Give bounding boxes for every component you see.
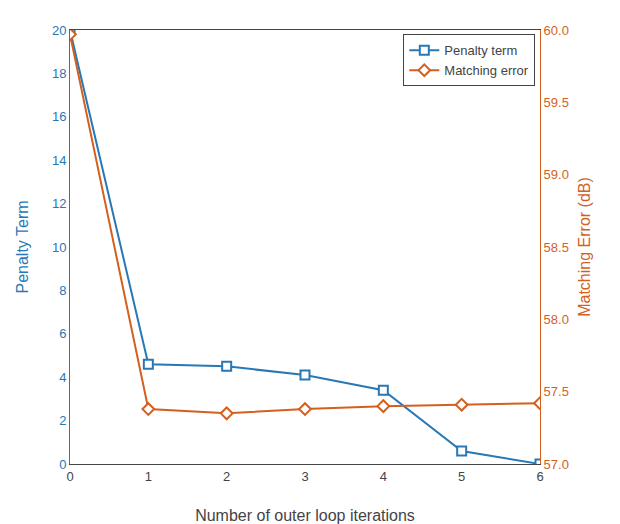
svg-text:4: 4 xyxy=(380,469,387,484)
svg-text:12: 12 xyxy=(52,196,66,211)
svg-text:59.0: 59.0 xyxy=(544,167,569,182)
svg-text:Penalty Term: Penalty Term xyxy=(14,200,31,293)
svg-text:6: 6 xyxy=(59,326,66,341)
svg-text:60.0: 60.0 xyxy=(544,23,569,38)
svg-text:3: 3 xyxy=(301,469,308,484)
svg-text:Penalty term: Penalty term xyxy=(444,43,517,58)
svg-text:16: 16 xyxy=(52,109,66,124)
svg-text:0: 0 xyxy=(59,457,66,472)
svg-text:0: 0 xyxy=(66,469,73,484)
svg-text:58.0: 58.0 xyxy=(544,312,569,327)
svg-text:Matching Error (dB): Matching Error (dB) xyxy=(576,177,593,317)
svg-text:Matching error: Matching error xyxy=(444,63,528,78)
svg-text:4: 4 xyxy=(59,370,66,385)
svg-text:8: 8 xyxy=(59,283,66,298)
svg-text:1: 1 xyxy=(145,469,152,484)
svg-text:57.5: 57.5 xyxy=(544,384,569,399)
svg-text:2: 2 xyxy=(59,413,66,428)
svg-text:10: 10 xyxy=(52,240,66,255)
svg-text:20: 20 xyxy=(52,23,66,38)
svg-text:Number of outer loop iteration: Number of outer loop iterations xyxy=(195,507,415,524)
svg-text:57.0: 57.0 xyxy=(544,457,569,472)
svg-text:59.5: 59.5 xyxy=(544,95,569,110)
svg-text:14: 14 xyxy=(52,153,66,168)
svg-text:18: 18 xyxy=(52,66,66,81)
svg-text:5: 5 xyxy=(458,469,465,484)
svg-text:58.5: 58.5 xyxy=(544,240,569,255)
svg-text:6: 6 xyxy=(536,469,543,484)
svg-text:2: 2 xyxy=(223,469,230,484)
